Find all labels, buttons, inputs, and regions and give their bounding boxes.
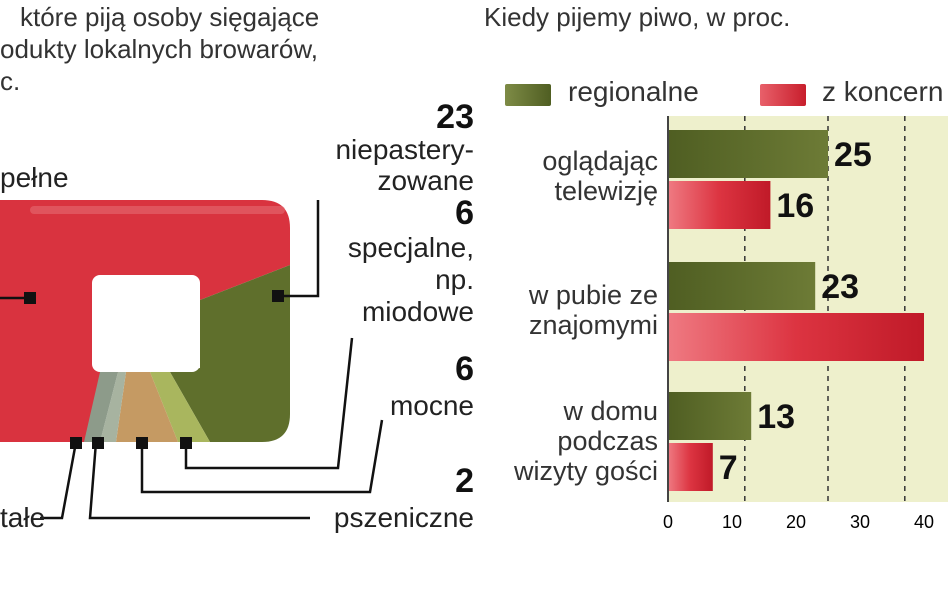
legend-swatch-regionalne [505, 84, 551, 106]
legend-swatch-koncern [760, 84, 806, 106]
slice-mocne [116, 372, 178, 442]
data-label-regionalne-2: 13 [757, 398, 795, 436]
leader-pszeniczne [88, 441, 310, 520]
category-1-line-2: znajomymi [528, 310, 658, 340]
bar-koncern-2 [668, 443, 713, 491]
marker-pszeniczne [92, 437, 104, 449]
category-label-1: w pubie ze znajomymi [529, 280, 658, 340]
marker-mocne [136, 437, 148, 449]
category-2-line-2: podczas [557, 426, 658, 456]
category-0-line-2: telewizję [554, 176, 658, 206]
category-0-line-1: oglądając [542, 146, 658, 176]
leader-mocne [140, 419, 384, 494]
marker-pozostale [70, 437, 82, 449]
legend-label-koncern: z koncern [822, 76, 944, 107]
category-2-line-3: wizyty gości [513, 456, 658, 486]
tick-label-20: 20 [786, 512, 806, 532]
label-specjalne-1: specjalne, [347, 232, 474, 263]
marker-pelne [24, 292, 36, 304]
label-mocne: mocne [389, 390, 474, 421]
data-label-koncern-0: 16 [776, 187, 814, 225]
slice-pszeniczne [100, 372, 126, 442]
category-1-line-1: w pubie ze [528, 280, 658, 310]
beer-type-diagram [0, 200, 384, 520]
intro-line-1: które piją osoby sięgające [20, 2, 320, 32]
slice-specjalne [150, 372, 210, 442]
chart-title: Kiedy pijemy piwo, w proc. [484, 2, 791, 32]
intro-line-2: odukty lokalnych browarów, [0, 34, 318, 64]
intro-line-3: c. [0, 66, 21, 96]
label-specjalne-2: np. [435, 264, 474, 295]
label-specjalne-3: miodowe [361, 296, 474, 327]
category-label-2: w domu podczas wizyty gości [514, 396, 658, 486]
bar-regionalne-2 [668, 392, 752, 440]
label-niepasteryzowane-2: zowane [377, 165, 474, 196]
bar-regionalne-0 [668, 130, 828, 178]
category-2-line-1: w domu [563, 396, 658, 426]
diagram-center-hole [92, 275, 200, 372]
label-niepasteryzowane-1: niepastery- [335, 134, 474, 165]
data-label-regionalne-0: 25 [834, 136, 872, 174]
marker-specjalne [180, 437, 192, 449]
tick-label-10: 10 [722, 512, 742, 532]
label-pszeniczne: pszeniczne [333, 502, 474, 533]
category-label-0: oglądając telewizję [542, 146, 658, 206]
legend-label-regionalne: regionalne [568, 76, 699, 107]
diagram-highlight [30, 206, 285, 214]
bar-koncern-0 [668, 181, 771, 229]
tick-label-30: 30 [850, 512, 870, 532]
value-pszeniczne: 2 [455, 462, 474, 500]
leader-niepasteryzowane [278, 200, 320, 298]
tick-label-40: 40 [914, 512, 934, 532]
label-pozostale: tałe [0, 502, 46, 533]
leader-pozostale [40, 441, 78, 520]
value-specjalne: 6 [455, 194, 474, 232]
bar-regionalne-1 [668, 262, 816, 310]
marker-niepasteryzowane [272, 290, 284, 302]
leader-specjalne [184, 337, 354, 470]
value-mocne: 6 [455, 350, 474, 388]
data-label-koncern-2: 7 [719, 449, 738, 487]
tick-label-0: 0 [663, 512, 673, 532]
bar-koncern-1 [668, 313, 924, 361]
data-label-regionalne-1: 23 [821, 268, 859, 306]
slice-pozostale [84, 372, 118, 442]
value-niepasteryzowane: 23 [436, 98, 474, 136]
label-pelne: pełne [0, 162, 69, 193]
